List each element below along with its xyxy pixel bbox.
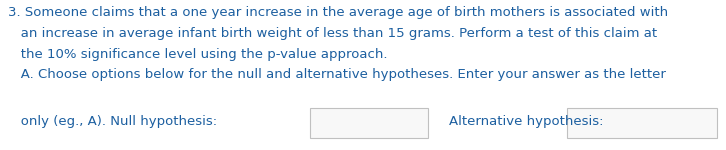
Text: the 10% significance level using the p-value approach.: the 10% significance level using the p-v… bbox=[8, 48, 388, 61]
Text: 3. Someone claims that a one year increase in the average age of birth mothers i: 3. Someone claims that a one year increa… bbox=[8, 6, 668, 19]
Bar bbox=[567, 108, 717, 138]
Text: Alternative hypothesis:: Alternative hypothesis: bbox=[449, 115, 603, 128]
Text: an increase in average infant birth weight of less than 15 grams. Perform a test: an increase in average infant birth weig… bbox=[8, 27, 657, 40]
Bar bbox=[310, 108, 428, 138]
Text: only (eg., A). Null hypothesis:: only (eg., A). Null hypothesis: bbox=[8, 115, 217, 128]
Text: A. Choose options below for the null and alternative hypotheses. Enter your answ: A. Choose options below for the null and… bbox=[8, 68, 666, 81]
